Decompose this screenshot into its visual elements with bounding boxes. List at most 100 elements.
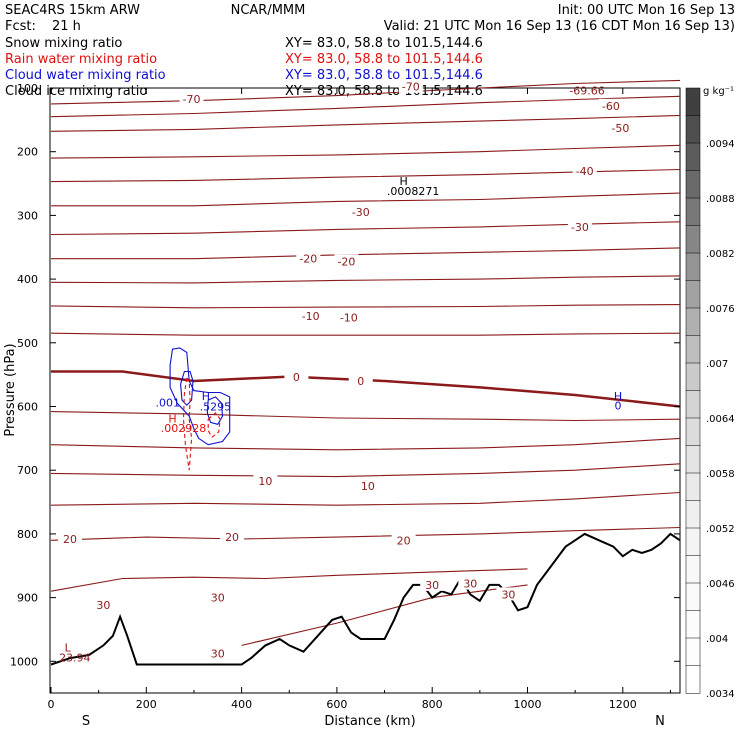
isotherm-label: -30 bbox=[571, 221, 589, 234]
isotherm-label: 10 bbox=[361, 480, 375, 493]
colorbar-swatch bbox=[685, 637, 701, 667]
colorbar-swatch bbox=[685, 225, 701, 254]
isotherm-label: 30 bbox=[96, 599, 110, 612]
field-xy: XY= 83.0, 58.8 to 101.5,144.6 bbox=[285, 52, 483, 67]
isotherm-line bbox=[241, 584, 528, 646]
x-tick-label: 600 bbox=[326, 698, 347, 711]
colorbar-swatch bbox=[685, 500, 701, 529]
colorbar-swatch bbox=[685, 527, 701, 557]
isotherm-label: 30 bbox=[463, 578, 477, 591]
contour-label-bg bbox=[205, 590, 230, 604]
colorbar-swatch bbox=[685, 252, 701, 282]
y-tick-label: 400 bbox=[17, 273, 38, 286]
contour-label-bg bbox=[205, 646, 230, 660]
y-tick-label: 100 bbox=[17, 82, 38, 95]
contour-label-bg bbox=[458, 576, 483, 590]
colorbar-label: .0034 bbox=[706, 689, 735, 700]
contour-label-bg bbox=[91, 598, 116, 612]
plot-area: -70 -70 -60 -50 -40 -30 -30 -20 -20 -10 -10 0 0 10 10 2… bbox=[49, 79, 681, 694]
colorbar-swatch bbox=[685, 362, 701, 392]
isotherm-line bbox=[50, 114, 681, 132]
isotherm-label: 0 bbox=[293, 371, 300, 384]
terrain-layer bbox=[50, 532, 681, 666]
isotherm-line bbox=[50, 275, 681, 284]
isotherm-line bbox=[51, 370, 681, 408]
contour-label-bg bbox=[348, 205, 373, 219]
extremum-label: 0 bbox=[615, 400, 622, 413]
colorbar-label: .0094 bbox=[706, 139, 735, 150]
colorbar-swatch bbox=[685, 307, 701, 337]
valid-label: Valid: 21 UTC Mon 16 Sep 13 (16 CDT Mon … bbox=[384, 19, 735, 34]
isotherm-line bbox=[50, 437, 681, 451]
contour-label-layer: -70 -70 -60 -50 -40 -30 -30 -20 -20 -10 -10 0 0 10 10 2… bbox=[58, 79, 633, 661]
isotherm-line bbox=[51, 247, 681, 260]
contour-label-bg bbox=[298, 309, 323, 323]
fcst-label: Fcst: bbox=[5, 19, 36, 34]
isotherm-line bbox=[50, 411, 681, 422]
isotherm-line bbox=[50, 221, 681, 236]
colorbar-label: .0064 bbox=[706, 414, 735, 425]
x-tick-label: 0 bbox=[48, 698, 55, 711]
isotherm-label: 30 bbox=[425, 579, 439, 592]
field-xy: XY= 83.0, 58.8 to 101.5,144.6 bbox=[285, 36, 483, 51]
y-tick-label: 300 bbox=[17, 209, 38, 222]
colorbar-swatch bbox=[685, 417, 701, 447]
isotherm-label: -70 bbox=[183, 93, 201, 106]
cloud-water-contour bbox=[180, 370, 194, 407]
contour-label-bg bbox=[253, 474, 278, 488]
isotherm-label: 20 bbox=[63, 533, 77, 546]
rain-water-layer bbox=[182, 376, 221, 471]
isotherm-label: 30 bbox=[501, 588, 515, 601]
isotherm-label: -20 bbox=[337, 255, 355, 268]
colorbar-swatch bbox=[685, 555, 701, 584]
extremum-label: L bbox=[65, 642, 72, 655]
colorbar-swatch bbox=[685, 142, 701, 172]
y-tick-label: 900 bbox=[17, 592, 38, 605]
isotherm-label: -50 bbox=[611, 122, 629, 135]
init-label: Init: 00 UTC Mon 16 Sep 13 bbox=[558, 3, 735, 18]
isotherm-label: 30 bbox=[211, 592, 225, 605]
contour-label-bg bbox=[58, 531, 83, 545]
header: SEAC4RS 15km ARW NCAR/MMM Init: 00 UTC M… bbox=[5, 3, 735, 34]
fcst-value: 21 h bbox=[52, 19, 81, 34]
y-tick-label: 700 bbox=[17, 464, 38, 477]
isotherm-label: 30 bbox=[211, 648, 225, 661]
extremum-label: H bbox=[202, 390, 210, 403]
extremum-label: H bbox=[399, 175, 407, 188]
isotherm-line bbox=[50, 304, 681, 309]
colorbar-label: .0076 bbox=[706, 304, 735, 315]
isotherm-label: 20 bbox=[397, 534, 411, 547]
field-name: Cloud water mixing ratio bbox=[5, 68, 166, 83]
isotherm-label: -70 bbox=[402, 81, 420, 94]
plot-frame bbox=[49, 87, 681, 694]
rain-water-contour bbox=[182, 376, 193, 471]
extremum-label: H bbox=[614, 390, 622, 403]
field-xy: XY= 83.0, 58.8 to 101.5,144.6 bbox=[285, 68, 483, 83]
contour-label-bg bbox=[496, 587, 521, 601]
colorbar-swatch bbox=[685, 170, 701, 199]
y-tick-label: 1000 bbox=[10, 655, 38, 668]
x-axis: 0 200 400 600 800 1000 1200 bbox=[48, 88, 671, 711]
contour-label-bg bbox=[348, 374, 373, 388]
colorbar-swatch bbox=[685, 115, 701, 144]
isotherm-line bbox=[50, 144, 681, 159]
isotherm-line bbox=[50, 526, 681, 541]
contour-label-bg bbox=[355, 479, 380, 493]
x-tick-label: 1000 bbox=[514, 698, 542, 711]
colorbar-swatch bbox=[685, 197, 701, 227]
x-tick-label: 800 bbox=[422, 698, 443, 711]
y-tick-label: 800 bbox=[17, 528, 38, 541]
x-tick-label: 1200 bbox=[609, 698, 637, 711]
cloud-water-contour bbox=[169, 347, 231, 446]
contour-label-bg bbox=[572, 163, 597, 177]
y-tick-label: 500 bbox=[17, 337, 38, 350]
contour-label-bg bbox=[220, 530, 245, 544]
field-name: Rain water mixing ratio bbox=[5, 52, 157, 67]
colorbar-swatch bbox=[685, 87, 701, 117]
colorbar-unit: g kg⁻¹ bbox=[703, 86, 734, 97]
isotherm-line bbox=[51, 192, 681, 207]
isotherm-label: -10 bbox=[340, 311, 358, 324]
rain-water-contour bbox=[207, 412, 221, 438]
contour-label-bg bbox=[296, 251, 321, 265]
